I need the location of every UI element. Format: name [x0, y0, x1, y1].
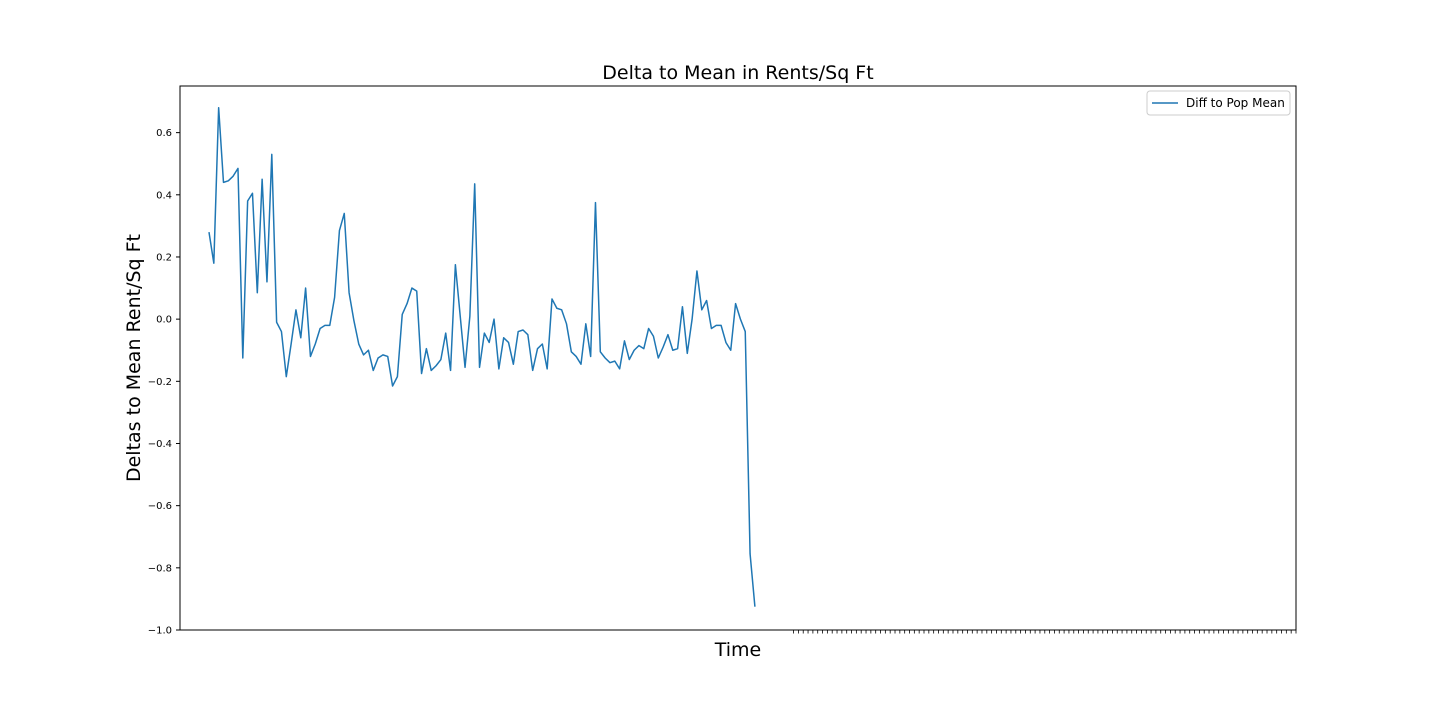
x-axis-label: Time	[714, 639, 762, 661]
y-tick-label: 0.6	[156, 128, 172, 139]
y-tick-label: 0.2	[156, 252, 172, 263]
series-line-0	[208, 107, 756, 607]
y-ticks: −1.0 −0.8 −0.6 −0.4 −0.2 0.0 0.2 0.4 0.6	[148, 128, 180, 637]
y-tick-label: −1.0	[148, 626, 172, 637]
legend-box	[1146, 90, 1291, 116]
plot-frame	[179, 85, 1297, 631]
y-tick-label: 0.4	[156, 190, 172, 201]
y-tick-label: −0.8	[148, 563, 172, 574]
legend-label: Diff to Pop Mean	[1186, 96, 1285, 110]
y-tick-label: 0.0	[156, 315, 172, 326]
y-axis-label: Deltas to Mean Rent/Sq Ft	[123, 234, 145, 482]
y-tick-label: −0.2	[148, 377, 172, 388]
y-tick-label: −0.4	[148, 439, 172, 450]
plot-area	[180, 86, 1296, 630]
legend: Diff to Pop Mean	[1146, 90, 1291, 116]
y-tick-label: −0.6	[148, 501, 172, 512]
chart-title: Delta to Mean in Rents/Sq Ft	[602, 62, 873, 84]
series-layer	[208, 107, 756, 607]
x-ticks	[793, 630, 1297, 634]
